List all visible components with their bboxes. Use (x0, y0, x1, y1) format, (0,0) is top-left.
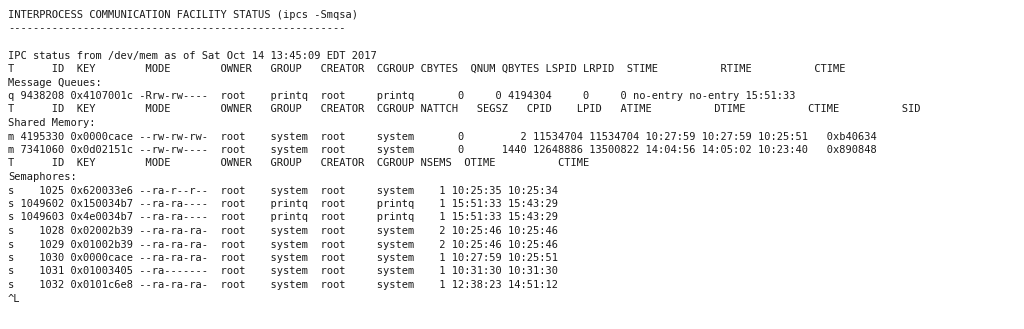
Text: s    1031 0x01003405 --ra-------  root    system  root     system    1 10:31:30 : s 1031 0x01003405 --ra------- root syste… (8, 266, 558, 276)
Text: s 1049602 0x150034b7 --ra-ra----  root    printq  root     printq    1 15:51:33 : s 1049602 0x150034b7 --ra-ra---- root pr… (8, 199, 558, 209)
Text: q 9438208 0x4107001c -Rrw-rw----  root    printq  root     printq       0     0 : q 9438208 0x4107001c -Rrw-rw---- root pr… (8, 91, 796, 101)
Text: T      ID  KEY        MODE        OWNER   GROUP   CREATOR  CGROUP NSEMS  OTIME  : T ID KEY MODE OWNER GROUP CREATOR CGROUP… (8, 159, 589, 168)
Text: m 4195330 0x0000cace --rw-rw-rw-  root    system  root     system       0       : m 4195330 0x0000cace --rw-rw-rw- root sy… (8, 132, 877, 141)
Text: s    1029 0x01002b39 --ra-ra-ra-  root    system  root     system    2 10:25:46 : s 1029 0x01002b39 --ra-ra-ra- root syste… (8, 240, 558, 249)
Text: IPC status from /dev/mem as of Sat Oct 14 13:45:09 EDT 2017: IPC status from /dev/mem as of Sat Oct 1… (8, 50, 377, 61)
Text: ------------------------------------------------------: ----------------------------------------… (8, 23, 345, 34)
Text: s 1049603 0x4e0034b7 --ra-ra----  root    printq  root     printq    1 15:51:33 : s 1049603 0x4e0034b7 --ra-ra---- root pr… (8, 213, 558, 222)
Text: m 7341060 0x0d02151c --rw-rw----  root    system  root     system       0      1: m 7341060 0x0d02151c --rw-rw---- root sy… (8, 145, 877, 155)
Text: Shared Memory:: Shared Memory: (8, 118, 95, 128)
Text: T      ID  KEY        MODE        OWNER   GROUP   CREATOR  CGROUP NATTCH   SEGSZ: T ID KEY MODE OWNER GROUP CREATOR CGROUP… (8, 105, 921, 114)
Text: T      ID  KEY        MODE        OWNER   GROUP   CREATOR  CGROUP CBYTES  QNUM Q: T ID KEY MODE OWNER GROUP CREATOR CGROUP… (8, 64, 846, 74)
Text: s    1028 0x02002b39 --ra-ra-ra-  root    system  root     system    2 10:25:46 : s 1028 0x02002b39 --ra-ra-ra- root syste… (8, 226, 558, 236)
Text: Semaphores:: Semaphores: (8, 172, 77, 182)
Text: s    1025 0x620033e6 --ra-r--r--  root    system  root     system    1 10:25:35 : s 1025 0x620033e6 --ra-r--r-- root syste… (8, 186, 558, 195)
Text: s    1030 0x0000cace --ra-ra-ra-  root    system  root     system    1 10:27:59 : s 1030 0x0000cace --ra-ra-ra- root syste… (8, 253, 558, 263)
Text: s    1032 0x0101c6e8 --ra-ra-ra-  root    system  root     system    1 12:38:23 : s 1032 0x0101c6e8 --ra-ra-ra- root syste… (8, 280, 558, 290)
Text: INTERPROCESS COMMUNICATION FACILITY STATUS (ipcs -Smqsa): INTERPROCESS COMMUNICATION FACILITY STAT… (8, 10, 358, 20)
Text: Message Queues:: Message Queues: (8, 78, 101, 88)
Text: ^L: ^L (8, 293, 20, 303)
